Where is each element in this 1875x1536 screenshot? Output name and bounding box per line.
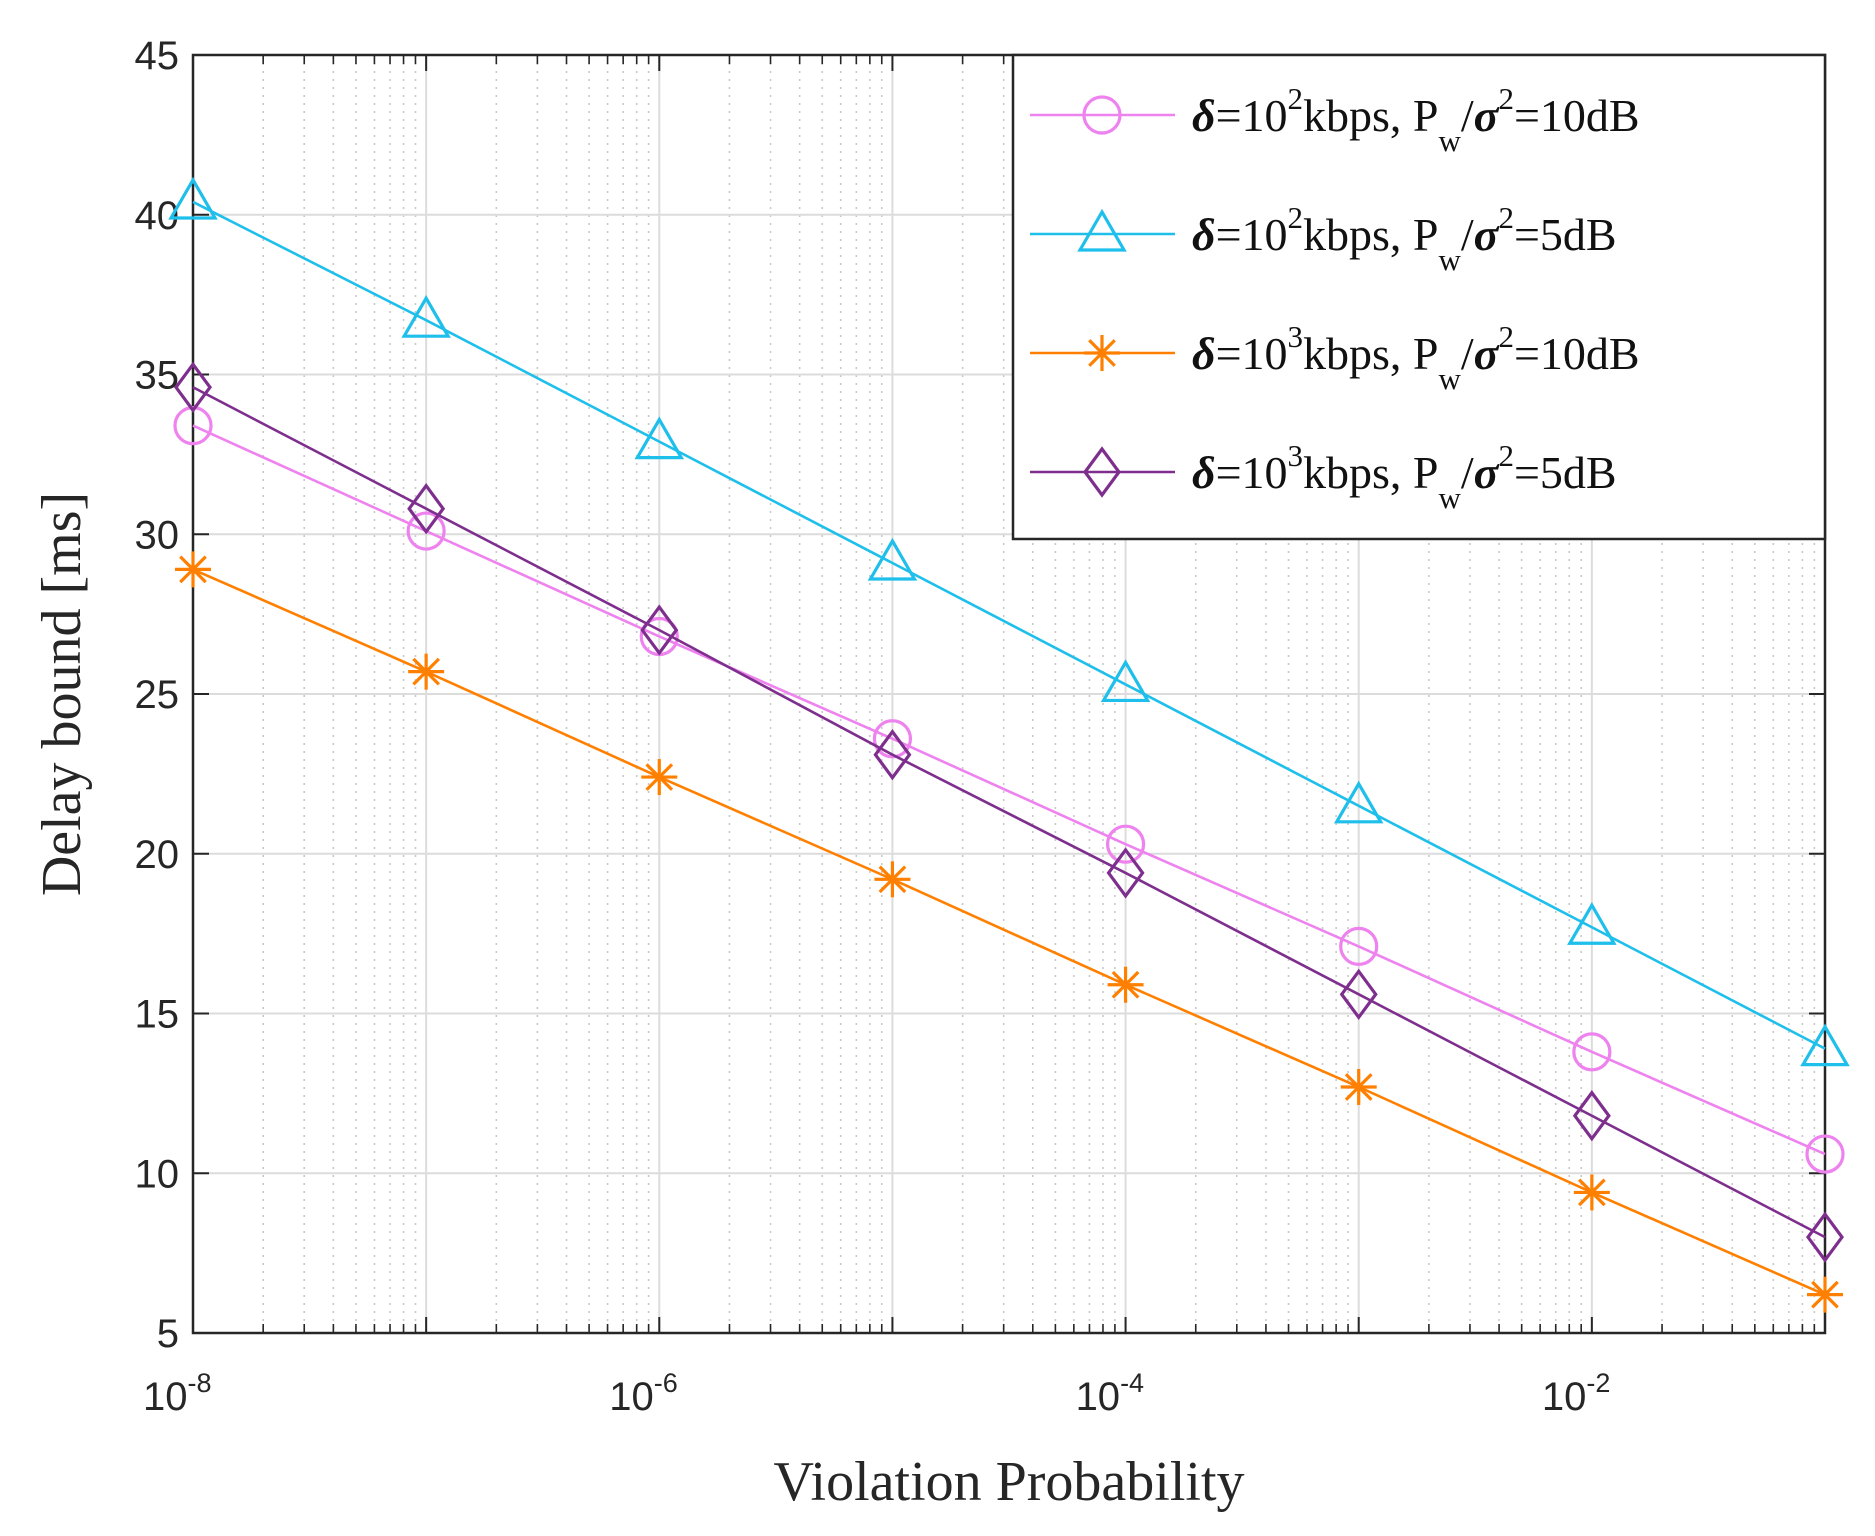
data-point-triangle — [168, 176, 218, 220]
data-point-diamond — [407, 482, 446, 535]
data-point-asterisk — [641, 759, 678, 796]
y-tick-label: 10 — [135, 1152, 180, 1196]
asterisk-stroke — [1111, 970, 1140, 999]
y-tick-label: 20 — [135, 833, 180, 877]
x-tick-labels: 10-8 10-6 10-4 10-2 — [143, 1368, 1610, 1419]
data-point-triangle — [634, 416, 685, 460]
data-point-triangle — [401, 294, 451, 338]
asterisk-stroke — [1088, 339, 1116, 367]
y-tick-label: 5 — [157, 1312, 179, 1356]
data-point-diamond — [174, 361, 212, 413]
series-line — [192, 386, 1826, 1239]
data-point-triangle — [1567, 902, 1617, 945]
data-point-diamond — [1106, 847, 1145, 899]
legend-marker-asterisk — [1084, 335, 1120, 371]
legend-label: δ=103kbps, Pw/σ2=5dB — [1192, 438, 1617, 515]
data-point-circle — [1805, 1134, 1845, 1174]
legend-marker-diamond — [1083, 446, 1121, 498]
legend-entry-2: δ=102kbps, Pw/σ2=5dB — [1030, 200, 1617, 277]
data-point-asterisk — [408, 653, 445, 690]
data-point-triangle — [867, 537, 918, 581]
data-point-diamond — [640, 604, 679, 656]
data-point-circle — [1105, 824, 1146, 864]
y-tick-label: 30 — [135, 513, 180, 557]
data-point-asterisk — [175, 551, 211, 588]
data-point-asterisk — [1340, 1068, 1377, 1105]
data-point-diamond — [1806, 1211, 1844, 1263]
y-tick-label: 15 — [135, 993, 180, 1037]
series-line — [192, 200, 1826, 1050]
asterisk-stroke — [645, 763, 674, 791]
asterisk-stroke — [1811, 1280, 1839, 1309]
data-point-diamond — [1572, 1090, 1611, 1142]
series — [168, 176, 1850, 1313]
asterisk-stroke — [1577, 1178, 1606, 1207]
y-tick-label: 35 — [135, 354, 180, 398]
legend-label: δ=102kbps, Pw/σ2=10dB — [1192, 81, 1640, 158]
series-1 — [173, 406, 1845, 1174]
data-point-asterisk — [874, 861, 911, 898]
data-point-circle — [872, 719, 913, 759]
legend-entry-1: δ=102kbps, Pw/σ2=10dB — [1030, 81, 1640, 158]
x-axis-title: Violation Probability — [773, 1451, 1244, 1513]
legend-entry-3: δ=103kbps, Pw/σ2=10dB — [1030, 319, 1640, 396]
asterisk-stroke — [412, 657, 441, 686]
x-tick-label: 10-6 — [609, 1368, 678, 1419]
grid — [192, 54, 1826, 1334]
data-point-triangle — [1333, 780, 1384, 824]
asterisk-stroke — [1344, 1073, 1373, 1101]
data-point-diamond — [873, 729, 912, 781]
data-point-circle — [406, 511, 446, 551]
x-tick-label: 10-8 — [143, 1368, 212, 1419]
x-tick-label: 10-4 — [1076, 1368, 1145, 1419]
data-point-circle — [1339, 926, 1379, 967]
data-point-circle — [1572, 1032, 1612, 1072]
data-point-asterisk — [1107, 966, 1144, 1003]
y-tick-label: 25 — [135, 673, 180, 717]
series-line — [192, 424, 1826, 1156]
legend-box — [1011, 53, 1827, 541]
x-tick-label: 10-2 — [1542, 1368, 1611, 1419]
series-4 — [174, 361, 1844, 1263]
series-2 — [168, 176, 1850, 1067]
legend-label: δ=102kbps, Pw/σ2=5dB — [1192, 200, 1617, 277]
legend: δ=102kbps, Pw/σ2=10dB δ=102kbps, Pw/σ2=5d… — [1011, 53, 1827, 541]
legend-entry-4: δ=103kbps, Pw/σ2=5dB — [1030, 438, 1617, 515]
y-axis-title: Delay bound [ms] — [31, 492, 93, 896]
data-point-asterisk — [1573, 1174, 1610, 1211]
asterisk-stroke — [878, 865, 907, 894]
legend-marker-triangle — [1077, 208, 1127, 252]
series-3 — [175, 551, 1843, 1313]
series-line — [192, 568, 1826, 1296]
data-point-triangle — [1100, 659, 1151, 703]
data-point-triangle — [1800, 1023, 1850, 1067]
data-point-diamond — [1339, 968, 1378, 1021]
data-point-asterisk — [1807, 1276, 1843, 1313]
y-tick-label: 45 — [135, 34, 180, 78]
legend-marker-circle — [1082, 95, 1122, 135]
legend-label: δ=103kbps, Pw/σ2=10dB — [1192, 319, 1640, 396]
asterisk-stroke — [179, 555, 207, 584]
